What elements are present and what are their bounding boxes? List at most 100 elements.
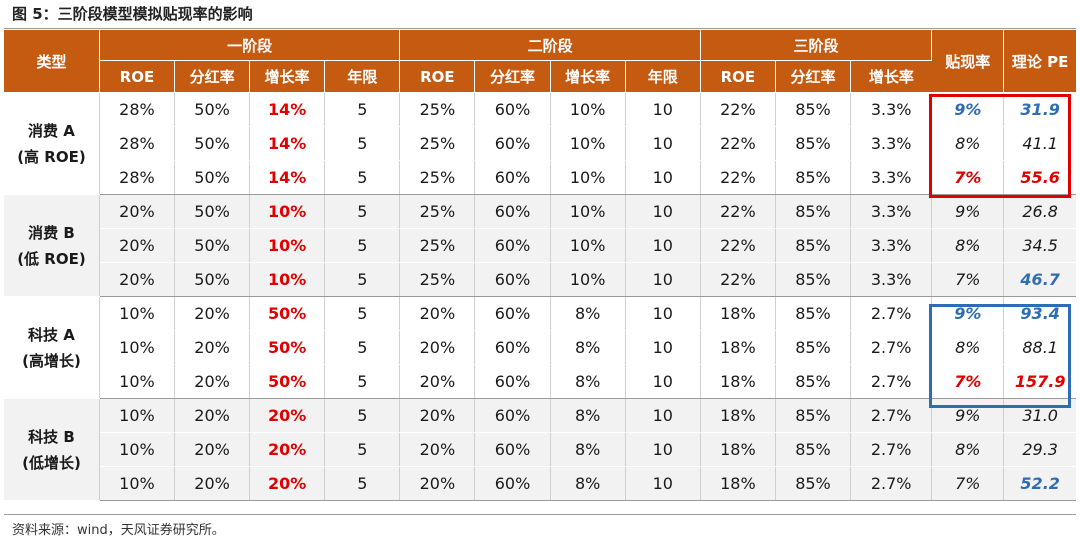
cell-s2-payout: 60% bbox=[474, 160, 551, 195]
cell-s2-years: 10 bbox=[625, 126, 701, 161]
cell-theoretical-pe: 93.4 bbox=[1003, 296, 1076, 331]
cell-s2-growth: 10% bbox=[550, 228, 626, 263]
cell-s1-payout: 20% bbox=[174, 432, 251, 467]
cell-s2-roe: 25% bbox=[399, 194, 476, 229]
cell-s1-years: 5 bbox=[324, 228, 401, 263]
cell-discount-rate: 9% bbox=[931, 194, 1005, 229]
cell-discount-rate: 8% bbox=[931, 126, 1005, 161]
cell-s3-roe: 22% bbox=[700, 92, 776, 127]
cell-s2-roe: 20% bbox=[399, 466, 476, 501]
group-label: 消费 B (低 ROE) bbox=[4, 194, 100, 297]
header-s3-payout: 分红率 bbox=[775, 60, 852, 93]
table-row: 科技 B (低增长) 10% 20% 20% 5 20% 60% 8% 10 18% 85% 2.7% 9… bbox=[4, 398, 1076, 501]
cell-s1-payout: 50% bbox=[174, 126, 251, 161]
cell-theoretical-pe: 29.3 bbox=[1003, 432, 1076, 467]
cell-s3-growth: 2.7% bbox=[850, 466, 933, 501]
cell-s1-years: 5 bbox=[324, 126, 401, 161]
header-s2-payout: 分红率 bbox=[474, 60, 551, 93]
cell-discount-rate: 8% bbox=[931, 330, 1005, 365]
header-s1-roe: ROE bbox=[99, 60, 176, 93]
cell-s1-roe: 10% bbox=[99, 330, 176, 365]
cell-s3-roe: 18% bbox=[700, 432, 776, 467]
cell-s1-growth: 14% bbox=[249, 126, 326, 161]
cell-s2-payout: 60% bbox=[474, 296, 551, 331]
group-name: 消费 B bbox=[28, 223, 75, 242]
group-subtitle: (低增长) bbox=[22, 453, 81, 472]
cell-s1-growth: 14% bbox=[249, 160, 326, 195]
table-row: 科技 A (高增长) 10% 20% 50% 5 20% 60% 8% 10 18% 85% 2.7% 9… bbox=[4, 296, 1076, 399]
header-stage1: 一阶段 bbox=[99, 30, 401, 61]
cell-s1-roe: 10% bbox=[99, 432, 176, 467]
table-row: 消费 B (低 ROE) 20% 50% 10% 5 25% 60% 10% 10 22% 85% 3.… bbox=[4, 194, 1076, 297]
cell-s2-growth: 10% bbox=[550, 194, 626, 229]
table-header: 类型 一阶段 二阶段 三阶段 贴现率 理论 PE ROE 分红率 增长率 年限 … bbox=[4, 30, 1076, 93]
cell-theoretical-pe: 46.7 bbox=[1003, 262, 1076, 297]
cell-s2-payout: 60% bbox=[474, 330, 551, 365]
cell-s3-roe: 22% bbox=[700, 194, 776, 229]
cell-s2-roe: 20% bbox=[399, 432, 476, 467]
cell-s3-roe: 22% bbox=[700, 160, 776, 195]
title-divider bbox=[4, 28, 1076, 29]
group-name: 消费 A bbox=[28, 121, 75, 140]
cell-theoretical-pe: 26.8 bbox=[1003, 194, 1076, 229]
cell-s2-years: 10 bbox=[625, 92, 701, 127]
cell-s1-roe: 28% bbox=[99, 160, 176, 195]
cell-s3-payout: 85% bbox=[775, 398, 852, 433]
cell-s3-payout: 85% bbox=[775, 92, 852, 127]
cell-s1-years: 5 bbox=[324, 262, 401, 297]
cell-s3-roe: 18% bbox=[700, 296, 776, 331]
cell-s2-roe: 25% bbox=[399, 92, 476, 127]
header-s1-years: 年限 bbox=[324, 60, 401, 93]
cell-s1-roe: 28% bbox=[99, 92, 176, 127]
cell-s2-payout: 60% bbox=[474, 92, 551, 127]
cell-s3-roe: 18% bbox=[700, 398, 776, 433]
header-type: 类型 bbox=[4, 30, 100, 93]
cell-s2-payout: 60% bbox=[474, 432, 551, 467]
cell-s1-years: 5 bbox=[324, 296, 401, 331]
cell-s2-roe: 20% bbox=[399, 364, 476, 399]
cell-s2-growth: 10% bbox=[550, 126, 626, 161]
cell-s3-payout: 85% bbox=[775, 194, 852, 229]
cell-s3-roe: 18% bbox=[700, 364, 776, 399]
cell-s3-growth: 2.7% bbox=[850, 398, 933, 433]
cell-s1-growth: 14% bbox=[249, 92, 326, 127]
cell-s2-growth: 8% bbox=[550, 466, 626, 501]
cell-s1-growth: 50% bbox=[249, 364, 326, 399]
group-subtitle: (高增长) bbox=[22, 351, 81, 370]
cell-s3-growth: 3.3% bbox=[850, 228, 933, 263]
cell-s2-years: 10 bbox=[625, 160, 701, 195]
group-label: 科技 A (高增长) bbox=[4, 296, 100, 399]
cell-s3-payout: 85% bbox=[775, 126, 852, 161]
cell-s2-years: 10 bbox=[625, 296, 701, 331]
cell-s3-payout: 85% bbox=[775, 330, 852, 365]
cell-s1-roe: 20% bbox=[99, 262, 176, 297]
cell-s2-growth: 8% bbox=[550, 432, 626, 467]
cell-s3-payout: 85% bbox=[775, 466, 852, 501]
cell-theoretical-pe: 157.9 bbox=[1003, 364, 1076, 399]
cell-s1-payout: 20% bbox=[174, 330, 251, 365]
cell-s1-growth: 10% bbox=[249, 262, 326, 297]
cell-theoretical-pe: 41.1 bbox=[1003, 126, 1076, 161]
cell-s2-payout: 60% bbox=[474, 194, 551, 229]
table-row: 消费 A (高 ROE) 28% 50% 14% 5 25% 60% 10% 10 22% 85% 3.… bbox=[4, 92, 1076, 195]
cell-s2-payout: 60% bbox=[474, 126, 551, 161]
table-row: 10% 20% 50% 5 20% 60% 8% 10 18% 85% 2.7% 7% 157.9 bbox=[4, 364, 1076, 399]
header-s3-growth: 增长率 bbox=[850, 60, 932, 93]
cell-s2-years: 10 bbox=[625, 432, 701, 467]
cell-s1-years: 5 bbox=[324, 194, 401, 229]
header-theoretical-pe: 理论 PE bbox=[1003, 30, 1076, 93]
header-s2-roe: ROE bbox=[399, 60, 476, 93]
cell-s2-roe: 20% bbox=[399, 330, 476, 365]
cell-s2-payout: 60% bbox=[474, 364, 551, 399]
cell-s1-growth: 20% bbox=[249, 466, 326, 501]
cell-s2-years: 10 bbox=[625, 330, 701, 365]
cell-s3-growth: 2.7% bbox=[850, 296, 933, 331]
cell-s2-roe: 25% bbox=[399, 228, 476, 263]
cell-s3-growth: 3.3% bbox=[850, 126, 933, 161]
cell-s1-growth: 10% bbox=[249, 228, 326, 263]
cell-s1-payout: 50% bbox=[174, 160, 251, 195]
table-row: 28% 50% 14% 5 25% 60% 10% 10 22% 85% 3.3% 7% 55.6 bbox=[4, 160, 1076, 195]
cell-s3-growth: 3.3% bbox=[850, 262, 933, 297]
cell-s2-roe: 20% bbox=[399, 296, 476, 331]
cell-theoretical-pe: 52.2 bbox=[1003, 466, 1076, 501]
